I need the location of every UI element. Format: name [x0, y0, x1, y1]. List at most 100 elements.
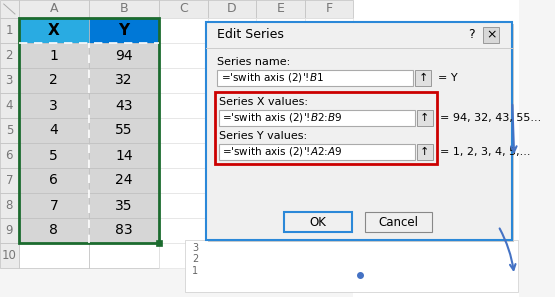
- Text: 5: 5: [49, 148, 58, 162]
- Bar: [217, 70, 413, 86]
- Bar: [0, 193, 19, 218]
- Bar: [89, 43, 159, 68]
- Bar: [208, 68, 256, 93]
- Bar: [417, 110, 433, 126]
- Bar: [19, 118, 89, 143]
- Bar: [208, 218, 256, 243]
- Text: 7: 7: [6, 174, 13, 187]
- Bar: [159, 43, 208, 68]
- Text: 32: 32: [115, 73, 133, 88]
- Bar: [305, 218, 354, 243]
- Bar: [159, 118, 208, 143]
- Bar: [19, 193, 89, 218]
- Text: 8: 8: [49, 224, 58, 238]
- Text: 6: 6: [49, 173, 58, 187]
- Text: 1: 1: [49, 48, 58, 62]
- Bar: [0, 243, 19, 268]
- Bar: [208, 193, 256, 218]
- Bar: [256, 218, 305, 243]
- Bar: [89, 18, 159, 43]
- Text: 10: 10: [2, 249, 17, 262]
- Text: C: C: [179, 2, 188, 15]
- Text: 3: 3: [49, 99, 58, 113]
- Bar: [305, 168, 354, 193]
- Bar: [483, 27, 499, 43]
- Bar: [208, 24, 514, 242]
- Text: 5: 5: [6, 124, 13, 137]
- Bar: [305, 118, 354, 143]
- Text: 3: 3: [192, 243, 198, 253]
- Bar: [159, 68, 208, 93]
- Text: Series X values:: Series X values:: [219, 97, 308, 107]
- Bar: [256, 0, 305, 18]
- Text: 24: 24: [115, 173, 133, 187]
- Bar: [159, 93, 208, 118]
- Bar: [19, 143, 89, 168]
- Text: 2: 2: [192, 254, 198, 264]
- Bar: [305, 243, 354, 268]
- Bar: [159, 218, 208, 243]
- Bar: [305, 143, 354, 168]
- Text: Cancel: Cancel: [379, 216, 418, 228]
- Bar: [159, 18, 208, 43]
- Bar: [89, 68, 159, 93]
- Bar: [19, 243, 89, 268]
- Text: E: E: [276, 2, 284, 15]
- Bar: [0, 43, 19, 68]
- Bar: [19, 68, 89, 93]
- Text: 83: 83: [115, 224, 133, 238]
- Bar: [89, 93, 159, 118]
- Text: ↑: ↑: [420, 147, 430, 157]
- Text: 14: 14: [115, 148, 133, 162]
- Bar: [0, 68, 19, 93]
- Bar: [0, 18, 19, 43]
- Bar: [0, 168, 19, 193]
- Bar: [89, 168, 159, 193]
- Text: 2: 2: [49, 73, 58, 88]
- Text: 6: 6: [6, 149, 13, 162]
- Bar: [89, 118, 159, 143]
- Bar: [305, 18, 354, 43]
- Text: 1: 1: [192, 266, 198, 276]
- Text: OK: OK: [310, 216, 326, 228]
- Bar: [185, 240, 518, 292]
- Bar: [215, 92, 437, 164]
- Bar: [208, 0, 256, 18]
- Bar: [208, 168, 256, 193]
- Bar: [256, 243, 305, 268]
- Text: = 94, 32, 43, 55...: = 94, 32, 43, 55...: [440, 113, 542, 123]
- Bar: [256, 168, 305, 193]
- Bar: [0, 143, 19, 168]
- Bar: [284, 212, 351, 232]
- Text: 9: 9: [6, 224, 13, 237]
- Text: F: F: [326, 2, 332, 15]
- Bar: [206, 22, 512, 240]
- Bar: [19, 218, 89, 243]
- Text: B: B: [119, 2, 128, 15]
- Bar: [256, 43, 305, 68]
- Bar: [0, 93, 19, 118]
- Text: 7: 7: [49, 198, 58, 212]
- Text: 1: 1: [6, 24, 13, 37]
- Bar: [19, 93, 89, 118]
- Bar: [19, 43, 89, 68]
- Text: ='swith axis (2)'!$B$1: ='swith axis (2)'!$B$1: [221, 72, 324, 85]
- Text: Series name:: Series name:: [217, 57, 290, 67]
- Bar: [256, 143, 305, 168]
- Text: ↑: ↑: [420, 113, 430, 123]
- Bar: [19, 18, 89, 43]
- Bar: [89, 0, 159, 18]
- Text: Series Y values:: Series Y values:: [219, 131, 307, 141]
- Bar: [256, 93, 305, 118]
- Bar: [256, 68, 305, 93]
- Bar: [89, 243, 159, 268]
- Text: 4: 4: [6, 99, 13, 112]
- Text: 4: 4: [49, 124, 58, 138]
- Bar: [89, 218, 159, 243]
- Text: 35: 35: [115, 198, 133, 212]
- Bar: [156, 240, 162, 246]
- Bar: [208, 243, 256, 268]
- Bar: [365, 212, 432, 232]
- Bar: [415, 70, 431, 86]
- Bar: [0, 0, 354, 297]
